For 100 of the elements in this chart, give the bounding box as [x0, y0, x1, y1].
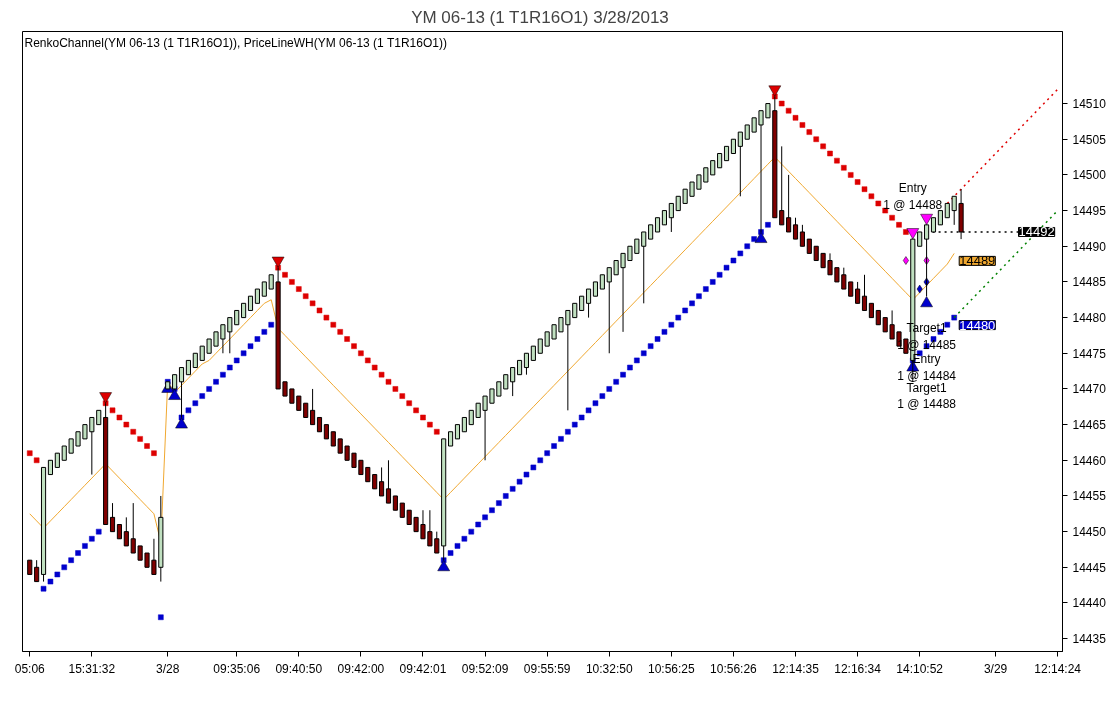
point: [427, 421, 433, 428]
point: [365, 357, 371, 364]
x-tick-label: 15:31:32: [68, 661, 116, 676]
candlestick: [385, 459, 392, 504]
point: [351, 343, 357, 349]
candlestick: [379, 466, 385, 497]
y-tick-label: 14500: [1072, 168, 1107, 183]
candlestick: [737, 131, 743, 197]
candlestick: [510, 367, 516, 397]
point: [137, 436, 143, 442]
point: [920, 296, 933, 308]
candlestick: [109, 502, 116, 533]
point: [302, 293, 309, 299]
point: [861, 186, 868, 192]
y-tick-label: 14505: [1072, 132, 1107, 147]
point: [385, 379, 392, 385]
y-tick-label: 14480: [1072, 311, 1107, 326]
y-tick-label: 14485: [1072, 275, 1107, 290]
point: [392, 386, 399, 392]
point: [33, 457, 40, 464]
x-tick-label: 10:32:50: [585, 661, 633, 676]
point: [868, 193, 875, 200]
x-tick-label: 10:56:25: [647, 661, 696, 676]
y-tick-label: 14470: [1072, 382, 1107, 397]
x-tick-label: 14:10:52: [896, 661, 944, 676]
x-tick-label: 09:35:06: [213, 661, 261, 676]
point: [358, 350, 364, 357]
candlestick: [585, 288, 592, 319]
point: [889, 214, 895, 221]
x-tick-label: 10:56:26: [710, 661, 758, 676]
y-tick-label: 14450: [1072, 525, 1107, 540]
candlestick: [668, 202, 674, 233]
y-tick-label: 14435: [1072, 632, 1107, 647]
point: [854, 179, 861, 185]
point: [785, 107, 792, 114]
x-tick-label: 09:52:09: [461, 661, 509, 676]
point: [144, 443, 150, 449]
point: [875, 200, 882, 207]
point: [330, 321, 337, 328]
x-tick-label: 3/28: [156, 661, 180, 676]
x-tick-label: 09:42:01: [399, 661, 447, 676]
point: [920, 214, 933, 225]
x-tick-label: 05:06: [14, 661, 46, 676]
candlestick: [786, 174, 792, 233]
x-tick-label: 12:16:34: [834, 661, 882, 676]
candlestick: [34, 559, 40, 583]
point: [903, 229, 909, 235]
x-tick-label: 09:40:50: [275, 661, 323, 676]
x-tick-label: 12:14:35: [772, 661, 820, 676]
point: [406, 400, 412, 406]
candlestick: [855, 281, 861, 304]
line-series: [953, 209, 1059, 319]
point: [296, 286, 302, 292]
candlestick: [792, 217, 799, 240]
point: [847, 172, 854, 178]
point: [437, 560, 450, 572]
y-tick-label: 14510: [1072, 97, 1107, 112]
point: [337, 329, 343, 335]
point: [420, 414, 426, 421]
x-tick-label: 09:42:00: [337, 661, 385, 676]
candlestick: [523, 352, 530, 376]
point: [792, 115, 799, 121]
x-tick-label: 12:14:24: [1034, 661, 1082, 676]
point: [768, 85, 782, 97]
data-label: 14492: [1018, 224, 1055, 240]
point: [778, 100, 785, 107]
point: [309, 300, 316, 307]
point: [271, 256, 285, 268]
point: [26, 450, 33, 456]
point: [371, 364, 378, 371]
chart-subtitle: RenkoChannel(YM 06-13 (1 T1R16O1)), PriceLineWH(YM 06-13 (1 T1R16O1)): [24, 35, 447, 50]
y-tick-label: 14455: [1072, 489, 1107, 504]
point: [902, 256, 909, 265]
point: [841, 165, 847, 171]
x-tick-label: 3/29: [983, 661, 1008, 676]
point: [168, 388, 181, 400]
y-tick-label: 14495: [1072, 204, 1107, 219]
y-tick-label: 14490: [1072, 239, 1107, 254]
point: [151, 450, 157, 456]
point: [906, 228, 920, 240]
point: [344, 336, 350, 342]
point: [116, 414, 123, 421]
point: [799, 122, 806, 128]
candlestick: [310, 388, 316, 426]
point: [399, 393, 406, 399]
chart-title: YM 06-13 (1 T1R16O1) 3/28/2013: [411, 7, 669, 27]
point: [896, 222, 902, 228]
point: [316, 307, 323, 314]
point: [413, 407, 419, 414]
point: [123, 421, 130, 428]
y-tick-label: 14460: [1072, 453, 1107, 468]
point: [282, 272, 288, 278]
point: [378, 371, 385, 378]
point: [813, 136, 819, 142]
point: [130, 429, 136, 435]
candlestick: [799, 224, 805, 247]
x-tick-label: 09:55:59: [523, 661, 571, 676]
y-tick-label: 14465: [1072, 418, 1107, 433]
candlestick: [123, 516, 129, 547]
data-label: 14480: [959, 317, 996, 333]
